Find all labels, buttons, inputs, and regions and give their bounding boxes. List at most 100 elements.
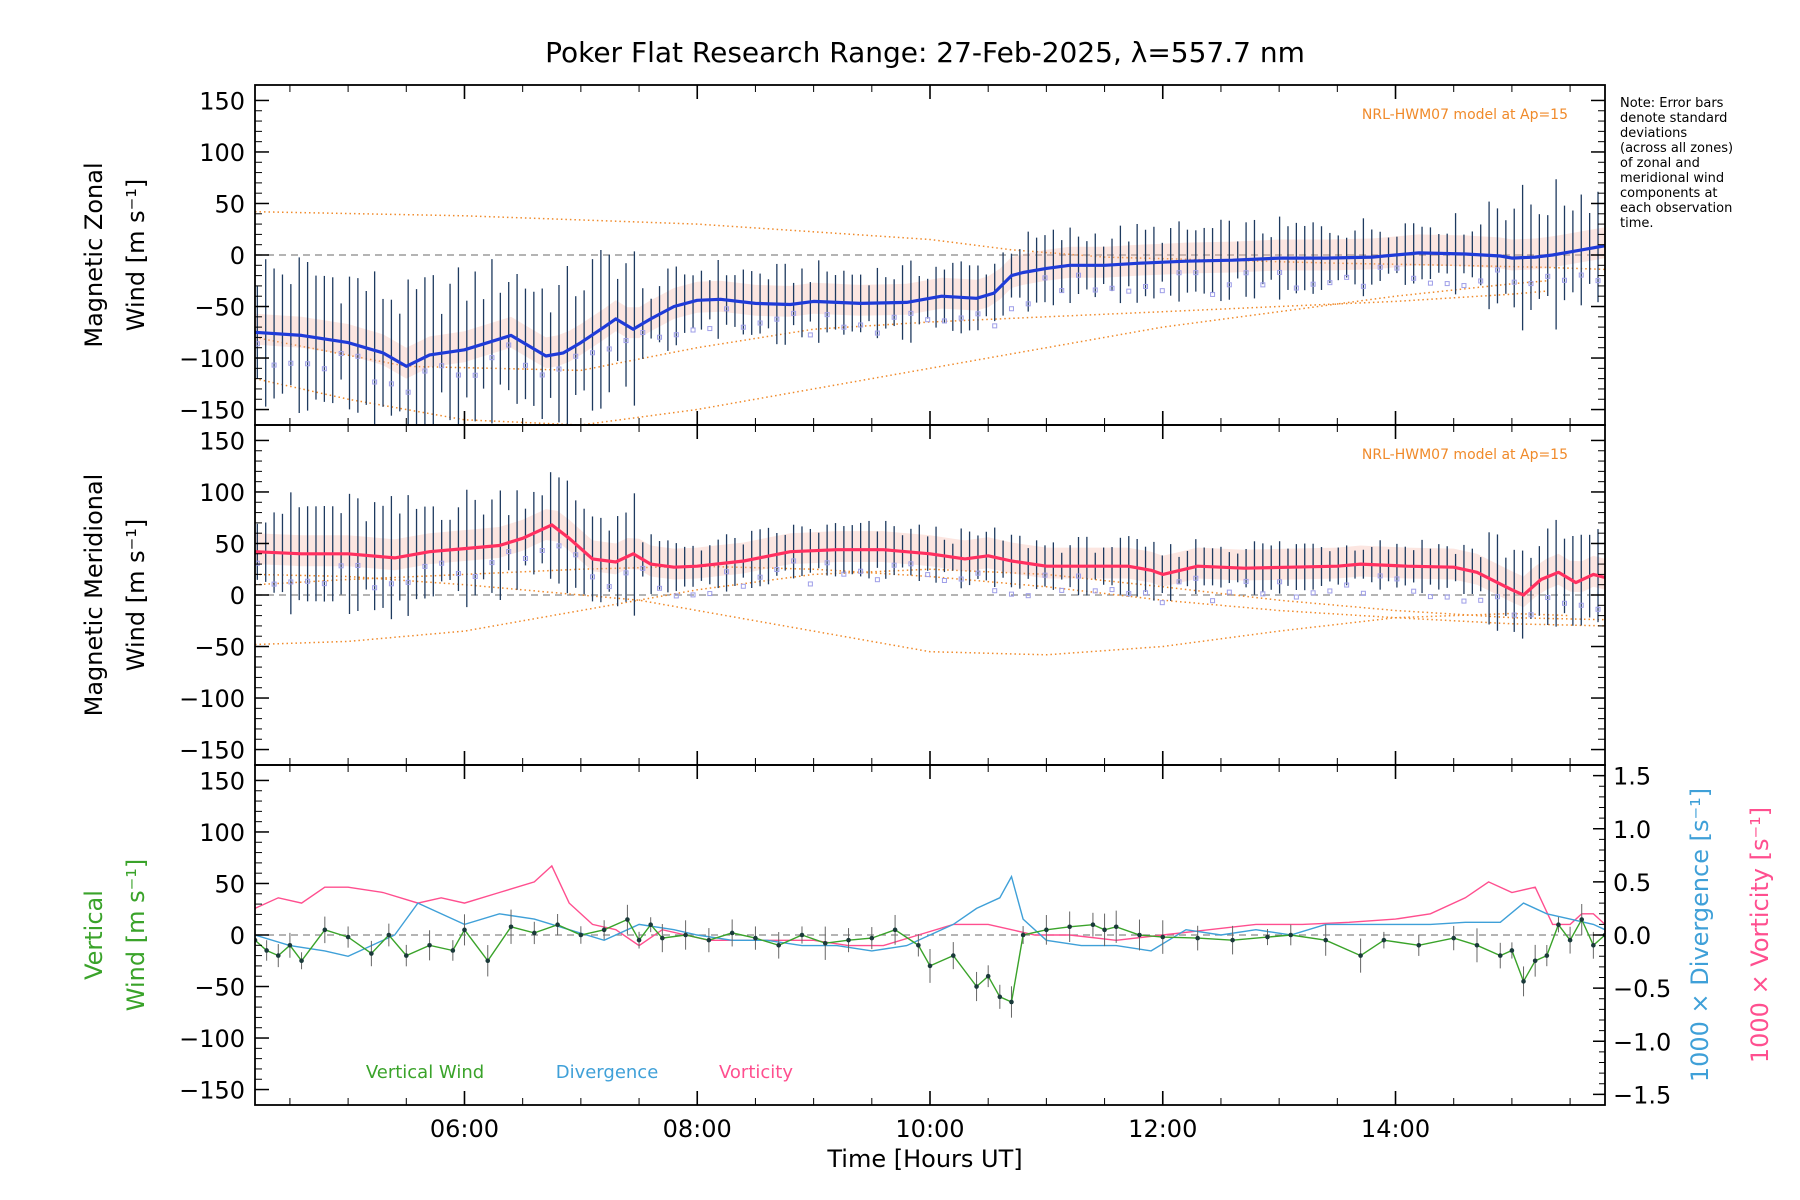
model-curve [255,573,1571,656]
zone-sample-point [271,581,277,587]
zone-sample-point [858,568,864,574]
zone-sample-point [807,332,813,338]
zone-sample-point [1143,283,1149,289]
vertical-wind-point [1451,935,1457,941]
zone-sample-point [556,543,562,549]
zone-sample-point [657,334,663,340]
zone-sample-point [288,579,294,585]
zone-sample-point [422,563,428,569]
zone-sample-point [1310,281,1316,287]
model-curve [255,568,1605,646]
vertical-wind-point [660,935,665,941]
divergence-line [255,874,1605,958]
note-line: (across all zones) [1620,141,1734,156]
zone-sample-point [774,316,780,322]
vertical-wind-point [846,937,851,943]
zone-sample-point [489,560,495,566]
vertical-wind-point [1067,924,1072,930]
zone-sample-point [941,577,947,583]
zonal-wind-line [255,244,1605,368]
zone-sample-point [791,558,797,564]
zone-sample-point [774,567,780,573]
zone-sample-point [1193,270,1199,276]
zone-sample-point [707,591,713,597]
zone-sample-point [1008,591,1014,597]
zone-sample-point [1377,264,1383,270]
zone-sample-point [1562,600,1567,606]
zone-sample-point [522,362,528,368]
zone-sample-point [673,593,679,599]
zone-sample-point [1494,594,1500,600]
zone-sample-point [1327,280,1333,286]
zone-sample-point [1126,288,1132,294]
y-tick-label: 50 [214,190,245,218]
zone-sample-point [874,330,880,336]
zone-spread-band [255,227,1605,379]
zone-sample-point [992,588,998,594]
zone-sample-point [1143,590,1149,596]
vertical-wind-point [1113,924,1119,930]
zone-sample-point [472,372,478,378]
zone-sample-point [1411,588,1417,594]
zone-sample-point [1444,281,1450,287]
zone-sample-point [1444,594,1450,600]
y-tick-label: 0 [230,922,245,950]
vertical-wind-point [997,994,1003,1000]
legend-entry: Vertical Wind [366,1062,484,1083]
vertical-wind-point [601,927,607,933]
zone-sample-point [1511,612,1517,618]
zone-sample-point [908,561,914,567]
zone-sample-point [1159,600,1165,606]
vertical-wind-point [264,948,269,953]
zone-sample-point [1226,282,1232,288]
vertical-wind-point [1265,934,1270,940]
y2-tick-label: −1.5 [1613,1081,1671,1109]
zone-sample-point [439,363,445,369]
y2-tick-label: −1.0 [1613,1028,1671,1056]
zone-sample-point [908,310,914,316]
vertical-wind-point [1195,935,1200,941]
zone-sample-point [338,563,344,569]
y2-tick-label: 0.0 [1613,922,1651,950]
zone-sample-point [640,330,646,336]
vertical-wind-point [1137,932,1142,938]
vertical-wind-point [706,937,712,943]
zone-sample-point [724,306,730,312]
vertical-wind-point [1009,999,1014,1005]
y2-tick-label: 0.5 [1613,869,1651,897]
zone-sample-point [1092,287,1098,293]
zone-sample-point [1478,278,1484,284]
y-tick-label: 100 [199,479,245,507]
zone-sample-point [1595,606,1601,612]
x-tick-label: 06:00 [430,1115,499,1143]
vertical-wind-point [1497,953,1503,958]
zone-spread-band [255,509,1605,608]
vertical-wind-point [508,924,514,930]
y-tick-label: 0 [230,582,245,610]
vertical-wind-point [1556,922,1561,927]
error-bar-note: Note: Error bars denote standard deviation… [1620,96,1790,231]
zone-sample-point [1008,306,1014,312]
zone-sample-point [1528,281,1534,287]
zone-sample-point [1394,576,1400,582]
zone-sample-point [1310,590,1316,596]
zone-sample-point [1461,598,1467,604]
vertical-wind-point [555,922,560,927]
vertical-wind-point [1020,932,1026,938]
meridional-wind-panel: NRL-HWM07 model at Ap=15 −150 −100 −50 0 50 10… [80,424,1606,766]
zone-sample-point [925,317,931,323]
zone-sample-point [305,361,311,367]
zone-sample-point [1260,591,1266,597]
zone-sample-point [992,323,998,329]
vertical-wind-point [1160,934,1166,940]
zone-sample-point [958,576,964,582]
note-line: time. [1620,216,1654,231]
vertical-wind-point [275,953,281,958]
note-line: denote standard [1620,111,1728,126]
y-tick-label: 150 [199,427,245,455]
note-line: of zonal and [1620,156,1700,171]
note-line: meridional wind [1620,171,1725,186]
zone-sample-point [338,351,344,357]
zone-sample-point [707,326,713,332]
plot-area [255,179,1605,425]
